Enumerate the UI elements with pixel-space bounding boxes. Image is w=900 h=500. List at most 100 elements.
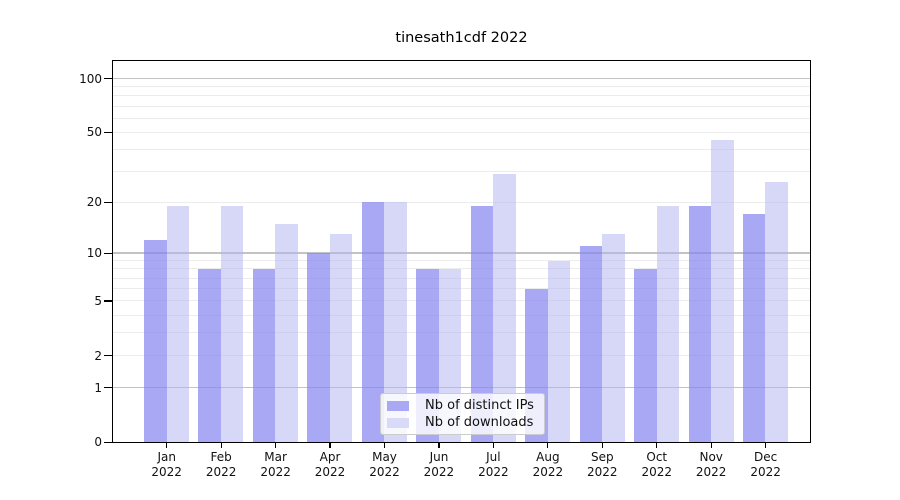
minor-gridline	[113, 105, 810, 107]
minor-gridline	[113, 354, 810, 356]
y-tick-mark	[104, 201, 112, 203]
bar-downloads-feb	[220, 206, 244, 442]
legend-swatch	[387, 400, 409, 411]
bar-downloads-jan	[166, 206, 189, 442]
y-tick-label: 2	[94, 348, 102, 363]
x-tick-mark	[656, 443, 658, 448]
major-gridline	[113, 252, 810, 254]
month-label: May	[372, 450, 397, 464]
x-tick-label: Jan 2022	[140, 450, 194, 480]
legend-item: Nb of downloads	[381, 414, 544, 431]
legend-item: Nb of distinct IPs	[381, 397, 544, 414]
year-label: 2022	[151, 465, 182, 479]
year-label: 2022	[478, 465, 509, 479]
bar-distinct-ips-apr	[307, 253, 330, 442]
x-tick-label: Dec 2022	[739, 450, 793, 480]
minor-gridline	[113, 300, 810, 302]
bar-downloads-mar	[275, 223, 298, 442]
x-tick-label: Jul 2022	[466, 450, 520, 480]
bar-downloads-dec	[765, 182, 788, 442]
year-label: 2022	[587, 465, 618, 479]
y-tick-mark	[104, 78, 112, 80]
minor-gridline	[113, 117, 810, 119]
minor-gridline	[113, 260, 810, 262]
x-tick-mark	[601, 443, 603, 448]
x-tick-mark	[329, 443, 331, 448]
y-tick-label: 50	[86, 125, 102, 140]
y-tick-mark	[104, 441, 112, 443]
month-label: Mar	[264, 450, 287, 464]
x-tick-label: Oct 2022	[630, 450, 684, 480]
bar-downloads-oct	[656, 206, 680, 442]
bar-distinct-ips-feb	[198, 268, 221, 442]
bar-distinct-ips-may	[361, 202, 385, 442]
year-label: 2022	[641, 465, 673, 479]
y-tick-mark	[104, 131, 112, 134]
year-label: 2022	[369, 465, 400, 479]
minor-gridline	[113, 201, 810, 203]
month-label: Jun	[429, 450, 449, 464]
bar-distinct-ips-jul	[470, 206, 494, 442]
bar-downloads-apr	[329, 234, 353, 442]
y-tick-mark	[104, 355, 112, 357]
minor-gridline	[113, 268, 810, 270]
legend: Nb of distinct IPs Nb of downloads	[380, 393, 545, 435]
year-label: 2022	[205, 465, 237, 479]
year-label: 2022	[260, 465, 291, 479]
y-tick-label: 1	[94, 380, 102, 395]
x-tick-mark	[438, 443, 440, 448]
bar-downloads-jul	[493, 174, 516, 442]
y-tick-label: 5	[94, 294, 102, 309]
month-label: Jan	[157, 450, 176, 464]
x-tick-label: Sep 2022	[575, 450, 629, 480]
minor-gridline	[113, 86, 810, 88]
y-tick-mark	[104, 386, 112, 389]
minor-gridline	[113, 170, 810, 172]
x-tick-label: Feb 2022	[194, 450, 248, 480]
minor-gridline	[113, 148, 810, 150]
y-tick-label: 20	[86, 195, 102, 210]
x-tick-mark	[492, 443, 494, 448]
x-tick-mark	[220, 443, 222, 448]
minor-gridline	[113, 314, 810, 316]
major-gridline	[113, 386, 810, 388]
legend-swatch	[387, 417, 409, 428]
minor-gridline	[113, 277, 810, 279]
bar-distinct-ips-nov	[688, 206, 711, 442]
bar-distinct-ips-dec	[742, 214, 766, 442]
y-tick-label: 10	[86, 246, 102, 261]
y-tick-label: 0	[94, 435, 102, 450]
minor-gridline	[113, 95, 810, 97]
x-tick-mark	[275, 443, 277, 448]
year-label: 2022	[423, 465, 455, 479]
x-tick-label: May 2022	[358, 450, 412, 480]
x-tick-mark	[547, 443, 549, 448]
bar-downloads-may	[384, 202, 407, 442]
y-tick-label: 100	[79, 71, 102, 86]
month-label: Sep	[590, 450, 614, 464]
x-tick-mark	[166, 443, 168, 448]
x-tick-mark	[383, 443, 386, 448]
month-label: Feb	[210, 450, 232, 464]
x-tick-label: Nov 2022	[684, 450, 738, 480]
month-label: Dec	[754, 450, 778, 464]
x-tick-label: Apr 2022	[303, 450, 357, 480]
chart-title: tinesath1cdf 2022	[395, 30, 528, 46]
bar-distinct-ips-sep	[579, 246, 603, 442]
year-label: 2022	[695, 465, 727, 479]
legend-label: Nb of distinct IPs	[425, 398, 534, 413]
plot-area	[112, 60, 811, 443]
month-label: Aug	[536, 450, 560, 464]
year-label: 2022	[750, 465, 781, 479]
minor-gridline	[113, 288, 810, 290]
legend-label: Nb of downloads	[425, 415, 534, 430]
x-tick-label: Mar 2022	[249, 450, 303, 480]
year-label: 2022	[314, 465, 346, 479]
x-tick-label: Aug 2022	[521, 450, 575, 480]
minor-gridline	[113, 332, 810, 334]
bar-downloads-nov	[711, 140, 734, 442]
month-label: Oct	[646, 450, 668, 464]
x-tick-mark	[710, 443, 712, 448]
major-gridline	[113, 77, 810, 79]
